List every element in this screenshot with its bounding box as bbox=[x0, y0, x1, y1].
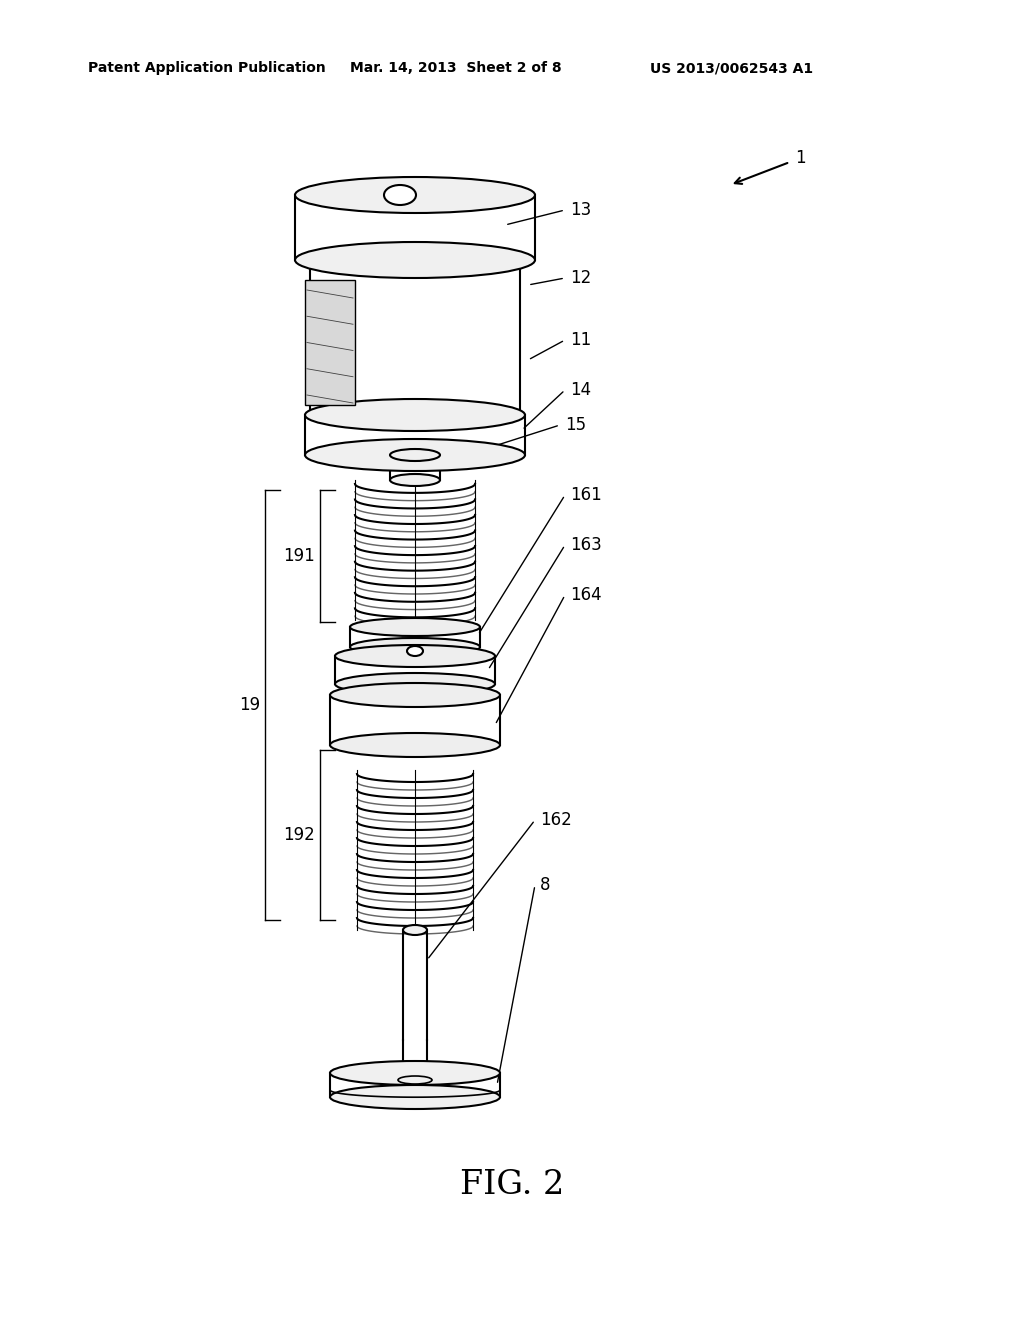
Ellipse shape bbox=[390, 449, 440, 461]
Ellipse shape bbox=[305, 440, 525, 471]
Ellipse shape bbox=[305, 399, 525, 432]
Text: 163: 163 bbox=[570, 536, 602, 554]
Text: 14: 14 bbox=[570, 381, 591, 399]
Ellipse shape bbox=[335, 673, 495, 696]
Ellipse shape bbox=[330, 733, 500, 756]
Ellipse shape bbox=[295, 177, 535, 213]
Text: 15: 15 bbox=[565, 416, 586, 434]
Ellipse shape bbox=[310, 246, 520, 275]
Bar bbox=[305, 280, 355, 405]
Text: 8: 8 bbox=[540, 876, 551, 894]
Ellipse shape bbox=[403, 925, 427, 935]
Ellipse shape bbox=[350, 618, 480, 636]
Ellipse shape bbox=[330, 1085, 500, 1109]
Text: 164: 164 bbox=[570, 586, 602, 605]
Ellipse shape bbox=[295, 242, 535, 279]
Text: US 2013/0062543 A1: US 2013/0062543 A1 bbox=[650, 61, 813, 75]
Ellipse shape bbox=[398, 1076, 432, 1084]
Text: Patent Application Publication: Patent Application Publication bbox=[88, 61, 326, 75]
Text: Mar. 14, 2013  Sheet 2 of 8: Mar. 14, 2013 Sheet 2 of 8 bbox=[350, 61, 561, 75]
Text: 161: 161 bbox=[570, 486, 602, 504]
Ellipse shape bbox=[390, 474, 440, 486]
Text: 13: 13 bbox=[570, 201, 591, 219]
Text: 19: 19 bbox=[239, 696, 260, 714]
Ellipse shape bbox=[310, 401, 520, 429]
Text: 11: 11 bbox=[570, 331, 591, 348]
Text: 192: 192 bbox=[284, 826, 315, 843]
Text: 12: 12 bbox=[570, 269, 591, 286]
Ellipse shape bbox=[330, 682, 500, 708]
Ellipse shape bbox=[384, 185, 416, 205]
Ellipse shape bbox=[407, 645, 423, 656]
Text: 1: 1 bbox=[795, 149, 806, 168]
Text: 191: 191 bbox=[284, 546, 315, 565]
Text: 162: 162 bbox=[540, 810, 571, 829]
Ellipse shape bbox=[335, 645, 495, 667]
Text: FIG. 2: FIG. 2 bbox=[460, 1170, 564, 1201]
Ellipse shape bbox=[350, 638, 480, 656]
Ellipse shape bbox=[330, 1061, 500, 1085]
